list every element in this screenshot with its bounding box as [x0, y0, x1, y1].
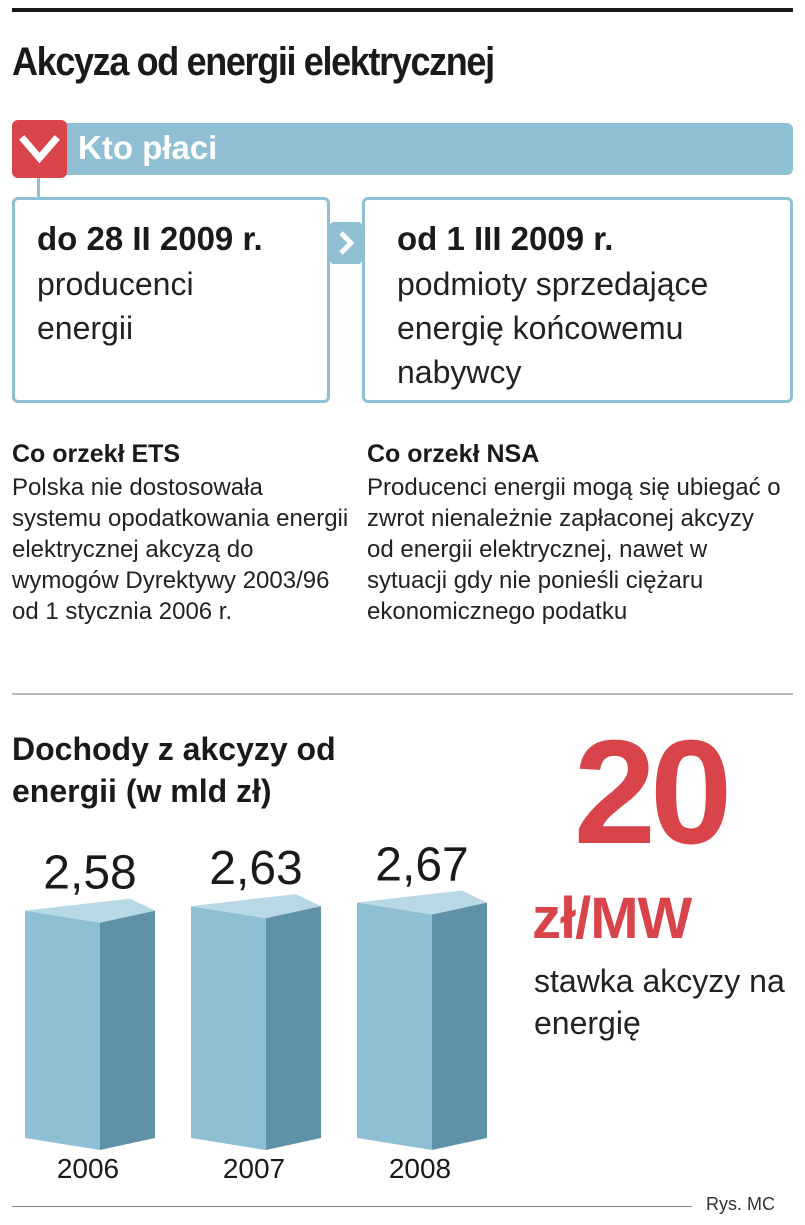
period-after-date: od 1 III 2009 r.: [397, 220, 614, 257]
bar-value-label: 2,58: [43, 847, 136, 900]
ets-ruling-heading: Co orzekł ETS: [12, 440, 181, 468]
nsa-ruling-text: Producenci energii mogą się ubiegać o zw…: [367, 474, 781, 625]
category-label: 2007: [223, 1153, 285, 1184]
who-pays-bar: [12, 123, 793, 175]
revenue-bar-chart: 2,58 2006 2,63 2007 2,67 2008: [25, 838, 487, 1184]
period-before-box: do 28 II 2009 r. producenci energii: [12, 197, 330, 403]
connector-line: [37, 178, 40, 200]
period-after-desc: podmioty sprzedające energię końcowemu n…: [397, 266, 709, 390]
category-label: 2008: [389, 1153, 451, 1184]
bar-front-2006: [25, 910, 100, 1150]
checkmark-icon: [12, 120, 67, 178]
period-before-date: do 28 II 2009 r.: [37, 220, 263, 257]
top-rule: [12, 8, 793, 12]
bar-top-2007: [191, 894, 321, 919]
bar-side-2008: [432, 902, 487, 1150]
bar-value-label: 2,67: [375, 838, 468, 891]
bar-side-2006: [100, 910, 155, 1150]
source-credit: Rys. MC: [706, 1194, 775, 1214]
bar-top-2008: [357, 890, 487, 915]
ets-ruling-text: Polska nie dostosowała systemu opodatkow…: [12, 474, 349, 625]
period-after-box: od 1 III 2009 r. podmioty sprzedające en…: [362, 197, 793, 403]
bottom-rule: [12, 1206, 692, 1207]
rate-value: 20: [573, 710, 733, 875]
bar-value-label: 2,63: [209, 842, 302, 895]
chevron-right-icon: [330, 222, 362, 264]
rate-description: stawka akcyzy na energię: [534, 963, 785, 1041]
bar-front-2008: [357, 902, 432, 1150]
bar-front-2007: [191, 906, 266, 1150]
rate-unit: zł/MW: [532, 886, 692, 951]
section-divider: [12, 693, 793, 695]
page-title: Akcyza od energii elektrycznej: [12, 40, 495, 84]
who-pays-label: Kto płaci: [78, 129, 218, 166]
period-before-desc: producenci energii: [37, 266, 194, 346]
chart-title: Dochody z akcyzy od energii (w mld zł): [12, 731, 336, 809]
nsa-ruling-heading: Co orzekł NSA: [367, 440, 540, 468]
bar-side-2007: [266, 906, 321, 1150]
bar-top-2006: [25, 898, 155, 923]
category-label: 2006: [57, 1153, 119, 1184]
